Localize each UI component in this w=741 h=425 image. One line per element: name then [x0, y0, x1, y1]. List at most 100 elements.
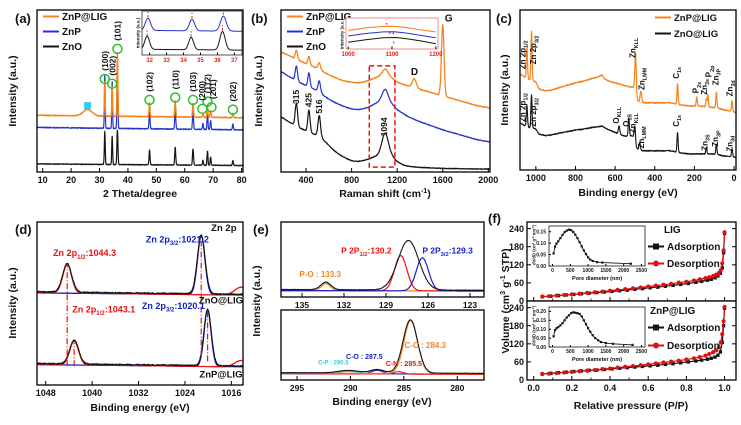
- series-envelope: [281, 319, 484, 375]
- annotation-text: (100): [100, 51, 110, 71]
- y-axis-label: Intensity (a.u.): [251, 265, 263, 336]
- tick-label: 1000: [583, 268, 594, 274]
- tick-label: 35: [197, 58, 204, 64]
- annotation-text: (112): [203, 74, 213, 94]
- annotation-box: [368, 65, 396, 168]
- tick-label: 800: [568, 173, 583, 183]
- tick-label: 500: [566, 349, 575, 355]
- annotation-text: C-O : 287.5: [346, 354, 383, 361]
- legend-title: ZnP@LIG: [650, 306, 696, 317]
- tick-label: 2000: [478, 175, 498, 185]
- tick-label: 0.00: [536, 345, 546, 351]
- panel-a_inset: 32 33 34 35 36 37 Intensity (a.u.): [136, 10, 243, 64]
- tick-label: 33: [163, 58, 170, 64]
- tick-label: 70: [208, 175, 218, 185]
- legend-label: Desorption: [667, 259, 720, 270]
- peak-marker-icon: [99, 73, 111, 85]
- annotation-text: (103): [188, 72, 198, 92]
- legend-label: ZnO: [306, 42, 326, 53]
- series-ZnO: [142, 31, 242, 51]
- annotation-text: Zn3S: [700, 134, 711, 151]
- tick-label: 0.8: [680, 383, 693, 393]
- tick-label: 0: [732, 173, 737, 183]
- annotation-text: P 2P1/2:130.2: [341, 246, 392, 258]
- y-axis-label: Volume (cm3 g-1 STP): [499, 248, 512, 353]
- tick-label: 0.20: [536, 309, 546, 315]
- panel-b_inset: 1000 1100 1200 Intensity (a.u.): [340, 17, 443, 58]
- series-ZnO: [348, 37, 436, 45]
- tick-label: 200: [687, 173, 702, 183]
- annotation-text: 516: [314, 99, 324, 113]
- legend-title: LIG: [664, 225, 681, 236]
- tick-label: 126: [421, 300, 435, 310]
- tick-label: 0.00: [536, 264, 546, 270]
- tick-label: 60: [514, 278, 524, 288]
- tick-label: 50: [151, 175, 161, 185]
- annotation-text: P 2P3/2:129.3: [422, 246, 473, 258]
- tick-label: 1200: [429, 52, 443, 58]
- annotation-text: Zn 2p3/2: [529, 36, 540, 65]
- tick-label: 0.15: [536, 318, 546, 324]
- annotation-text: C1s: [672, 67, 683, 79]
- tick-label: 0.6: [642, 383, 655, 393]
- annotation-text: Zn3d: [725, 136, 736, 152]
- series-ZnP: [142, 15, 242, 32]
- series-ZnO@LIG: [520, 94, 736, 159]
- series-ZnP: [281, 65, 490, 143]
- peak-marker-icon: [206, 101, 217, 113]
- annotation-text: ZnP@LIG: [199, 370, 242, 381]
- annotation-text: 1094: [379, 117, 389, 136]
- tick-label: 1600: [433, 175, 453, 185]
- panel-label-e: (e): [253, 222, 269, 237]
- tick-label: 60: [180, 175, 190, 185]
- tick-label: 1500: [600, 268, 611, 274]
- legend-label: ZnO@LIG: [674, 29, 718, 40]
- annotation-text: Zn 2p3/2: [529, 98, 540, 127]
- series-ZnP@LIG: [520, 30, 736, 114]
- tick-label: 400: [299, 175, 314, 185]
- series-ZnO: [281, 102, 490, 170]
- tick-label: 120: [509, 260, 524, 270]
- tick-label: 37: [231, 58, 238, 64]
- annotation-text: Zn3P: [711, 68, 722, 85]
- x-axis-label: 2 Theta/degree: [103, 188, 177, 200]
- series-ZnP: [348, 31, 436, 39]
- tick-label: 0.0: [527, 383, 540, 393]
- series-envelope: [281, 239, 484, 292]
- tick-label: 1016: [221, 388, 241, 398]
- annotation-text: P2p: [705, 65, 716, 77]
- y-axis-label: Intensity (a.u.): [7, 267, 19, 338]
- panel-label-a: (a): [15, 11, 31, 26]
- tick-label: 2000: [618, 349, 629, 355]
- peak-marker-icon: [187, 94, 199, 106]
- panel-d: Zn 2p Zn 2p1/2:1044.3 Zn 2p3/2:1021.2 Zn 2p…: [7, 221, 244, 414]
- annotation-text: ZnKLL: [629, 112, 640, 133]
- tick-label: 0.05: [536, 336, 546, 342]
- y-axis-label: Intensity (a.u.): [340, 18, 345, 49]
- tick-label: 30: [95, 175, 105, 185]
- y-axis-label: Intensity (a.u.): [7, 55, 19, 126]
- tick-label: 800: [344, 175, 359, 185]
- annotation-text: C-N : 285.5: [386, 361, 422, 368]
- x-axis-label: Binding energy (eV): [90, 402, 189, 414]
- legend-label: ZnP@LIG: [62, 12, 108, 23]
- x-axis-label: Pore diameter (nm): [572, 357, 622, 363]
- legend-label: ZnP@LIG: [674, 13, 717, 24]
- tick-label: 1040: [82, 388, 102, 398]
- tick-label: 0.15: [536, 229, 546, 235]
- y-axis-label: Intensity (a.u.): [499, 54, 511, 125]
- panel-label-c: (c): [496, 11, 512, 26]
- series-ZnP: [37, 63, 243, 131]
- tick-label: 40: [123, 175, 133, 185]
- tick-label: 129: [379, 300, 393, 310]
- panel-label-b: (b): [251, 11, 268, 26]
- annotation-text: G: [445, 13, 453, 24]
- series-ZnP@LIG-envelope: [37, 308, 243, 368]
- tick-label: 10: [38, 175, 48, 185]
- tick-label: 1100: [385, 52, 399, 58]
- annotation-text: Zn 2p3/2:1021.2: [146, 234, 209, 247]
- tick-label: 36: [214, 58, 221, 64]
- legend-label: ZnO: [62, 42, 82, 53]
- tick-label: 290: [343, 383, 357, 393]
